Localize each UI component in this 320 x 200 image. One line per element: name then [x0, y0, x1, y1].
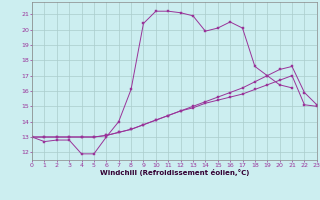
X-axis label: Windchill (Refroidissement éolien,°C): Windchill (Refroidissement éolien,°C) — [100, 169, 249, 176]
